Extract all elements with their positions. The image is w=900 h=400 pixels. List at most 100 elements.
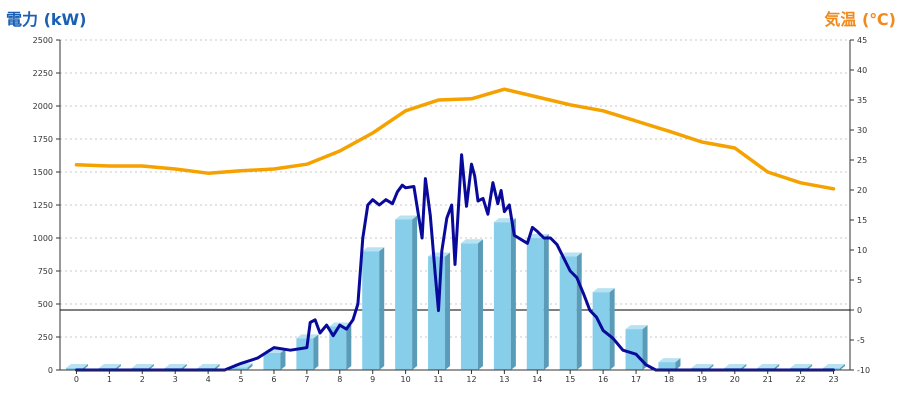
bar-side	[477, 239, 483, 370]
bar	[493, 218, 516, 370]
bar	[625, 325, 648, 370]
bar-side	[576, 252, 582, 370]
x-tick-label: 7	[304, 375, 309, 384]
y-right-tick-label: 0	[857, 306, 862, 315]
bar	[592, 288, 615, 370]
bar-top	[790, 364, 813, 368]
bar-top	[658, 358, 681, 363]
bar	[658, 358, 681, 370]
x-tick-label: 23	[828, 375, 838, 384]
x-tick-label: 13	[499, 375, 509, 384]
x-tick-label: 4	[206, 375, 211, 384]
bar-top	[823, 364, 846, 368]
x-tick-label: 0	[74, 375, 79, 384]
left-axis-title: 電力 (kW)	[6, 10, 87, 29]
x-tick-label: 17	[631, 375, 641, 384]
power-line	[75, 153, 835, 372]
bar-top	[592, 288, 615, 293]
bar	[362, 247, 385, 370]
y-right-tick-label: 20	[857, 186, 867, 195]
y-left-tick-label: 1500	[33, 168, 53, 177]
y-right-tick-label: -10	[857, 366, 870, 375]
y-right-tick-label: 30	[857, 126, 867, 135]
x-tick-label: 5	[238, 375, 243, 384]
y-right-tick-label: 25	[857, 156, 867, 165]
bar	[526, 234, 549, 370]
y-right-tick-label: 45	[857, 36, 867, 45]
bar-side	[280, 348, 286, 370]
x-tick-label: 10	[401, 375, 411, 384]
bar-front	[493, 222, 511, 370]
bar-side	[379, 247, 385, 370]
bar-top	[197, 364, 220, 368]
bar-top	[65, 364, 88, 368]
y-right-tick-label: 5	[857, 276, 862, 285]
y-right-tick-label: 15	[857, 216, 867, 225]
y-left-tick-label: 2500	[33, 36, 53, 45]
y-right-tick-label: 10	[857, 246, 867, 255]
bar-side	[675, 358, 681, 370]
bar-top	[98, 364, 121, 368]
bar-front	[329, 326, 347, 370]
bar-front	[65, 368, 83, 370]
x-tick-label: 15	[565, 375, 575, 384]
x-tick-label: 18	[664, 375, 674, 384]
bar-side	[543, 234, 549, 370]
bar-top	[395, 215, 418, 220]
x-tick-label: 19	[697, 375, 707, 384]
x-tick-label: 21	[763, 375, 773, 384]
bar-front	[230, 367, 248, 370]
x-tick-label: 2	[140, 375, 145, 384]
bar-side	[510, 218, 516, 370]
bar-top	[757, 364, 780, 368]
bar-top	[691, 364, 714, 368]
bar-front	[362, 251, 380, 370]
x-tick-label: 12	[466, 375, 476, 384]
bar-front	[559, 256, 577, 370]
x-tick-label: 6	[271, 375, 276, 384]
y-left-tick-label: 250	[38, 333, 53, 342]
x-tick-label: 20	[730, 375, 740, 384]
bar	[329, 322, 352, 370]
bar-side	[840, 364, 846, 370]
bar-top	[362, 247, 385, 252]
y-left-tick-label: 500	[38, 300, 53, 309]
y-right-tick-label: 35	[857, 96, 867, 105]
bar-front	[625, 329, 643, 370]
x-tick-label: 16	[598, 375, 608, 384]
bar-front	[460, 243, 478, 370]
bar-front	[395, 219, 413, 370]
x-tick-label: 8	[337, 375, 342, 384]
bar-front	[263, 352, 281, 370]
bar	[395, 215, 418, 370]
y-right-tick-label: 40	[857, 66, 867, 75]
y-left-tick-label: 0	[48, 366, 53, 375]
bar-top	[460, 239, 483, 244]
y-left-tick-label: 750	[38, 267, 53, 276]
bar-side	[412, 215, 418, 370]
x-tick-label: 1	[107, 375, 112, 384]
bar-top	[559, 252, 582, 257]
bar-side	[247, 363, 253, 370]
temperature-line	[74, 87, 836, 191]
bar-front	[592, 292, 610, 370]
bar-top	[164, 364, 187, 368]
bar-side	[642, 325, 648, 370]
y-left-tick-label: 1000	[33, 234, 53, 243]
bar-side	[313, 334, 319, 370]
bar-front	[526, 238, 544, 370]
x-tick-label: 14	[532, 375, 542, 384]
y-left-tick-label: 2000	[33, 102, 53, 111]
bar	[460, 239, 483, 370]
bar	[296, 334, 319, 370]
bar-top	[131, 364, 154, 368]
bar-side	[445, 252, 451, 370]
y-left-tick-label: 1250	[33, 201, 53, 210]
bar-front	[296, 338, 314, 370]
x-tick-label: 3	[173, 375, 178, 384]
x-tick-label: 9	[370, 375, 375, 384]
bar-top	[625, 325, 648, 330]
bar-side	[346, 322, 352, 370]
